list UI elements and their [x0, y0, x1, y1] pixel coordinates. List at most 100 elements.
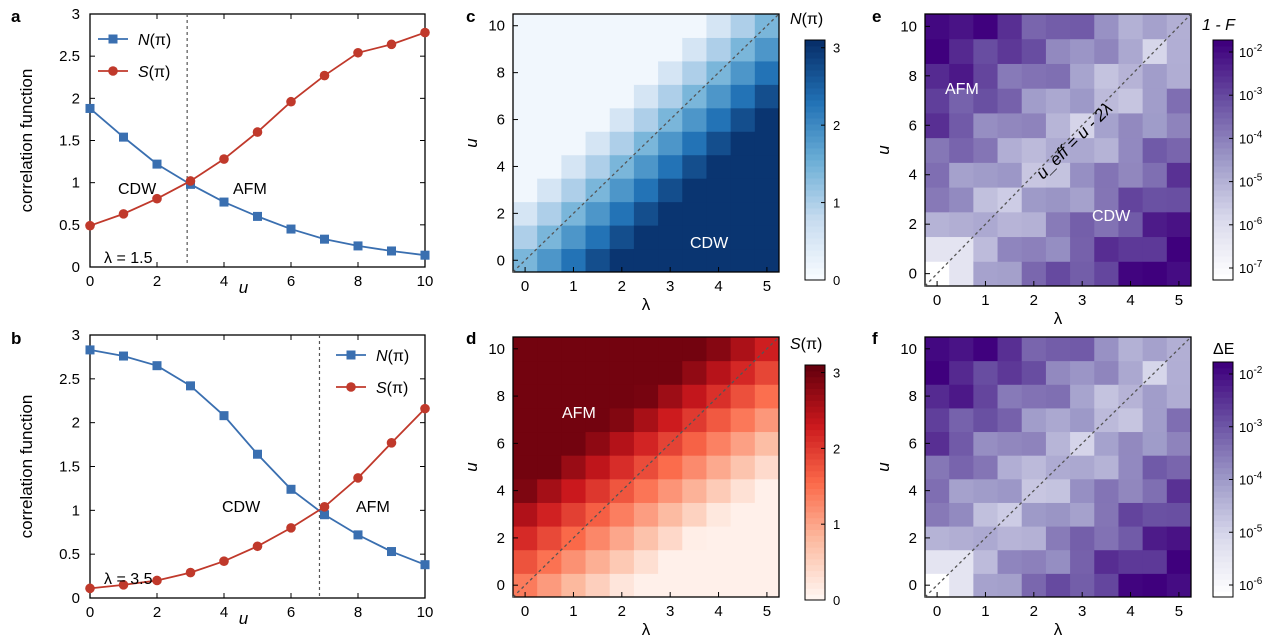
heatmap-cell: [1142, 14, 1168, 40]
colorbar-segment: [805, 541, 825, 548]
heatmap-cell: [1070, 162, 1095, 188]
legend-label: S(π): [376, 380, 408, 397]
heatmap-cell: [754, 37, 780, 62]
heatmap-cell: [633, 225, 659, 250]
colorbar-segment: [1213, 514, 1233, 522]
heatmap-cell: [658, 502, 683, 527]
heatmap-cell: [513, 455, 538, 480]
heatmap-cell: [1094, 112, 1119, 139]
heatmap-cell: [1166, 162, 1192, 188]
heatmap-cell: [537, 502, 562, 527]
heatmap-cell: [633, 573, 659, 598]
heatmap-cell: [730, 178, 756, 203]
x-tick-label: 0: [86, 273, 94, 290]
colorbar-segment: [805, 564, 825, 572]
heatmap-cell: [609, 360, 635, 385]
heatmap-cell: [633, 478, 659, 503]
heatmap-cell: [1166, 549, 1192, 574]
heatmap-cell: [1142, 162, 1168, 188]
x-tick-label: 4: [220, 273, 228, 290]
heatmap-cell: [706, 201, 732, 226]
heatmap-cell: [949, 187, 974, 213]
x-tick-label: 10: [417, 604, 434, 621]
colorbar-segment: [1213, 166, 1233, 173]
heatmap-cell: [561, 178, 587, 203]
heatmap-cell: [1118, 236, 1144, 262]
colorbar-segment: [1213, 70, 1233, 77]
heatmap-cell: [1118, 88, 1144, 114]
phase-label-afm: AFM: [233, 181, 267, 198]
heatmap-cell: [561, 478, 587, 503]
heatmap-cell: [706, 107, 732, 132]
y-axis-label: u: [874, 145, 893, 155]
heatmap-cell: [949, 478, 974, 503]
data-point: [152, 159, 162, 169]
x-tick-label: 0: [933, 603, 941, 620]
heatmap-cell: [1045, 137, 1071, 163]
heatmap-d: 0 1 2 3 4 5 0 2 4 6 8 10 λ u 0 1 2 3 S(π) AFM: [462, 336, 840, 639]
heatmap-cell: [1070, 549, 1095, 574]
heatmap-cell: [706, 37, 732, 62]
colorbar-segment: [805, 262, 825, 269]
heatmap-cell: [658, 526, 683, 551]
x-tick-label: 4: [714, 603, 722, 620]
x-tick-label: 1: [981, 292, 989, 309]
heatmap-cell: [754, 14, 780, 38]
data-point: [420, 403, 430, 414]
heatmap-cell: [1166, 478, 1192, 503]
heatmap-cell: [682, 14, 707, 38]
heatmap-cell: [1021, 88, 1047, 114]
heatmap-cell: [537, 14, 562, 38]
heatmap-cell: [1045, 573, 1071, 598]
colorbar-segment: [1213, 142, 1233, 149]
x-axis-label: λ: [1054, 620, 1063, 637]
colorbar-segment: [805, 529, 825, 536]
data-point: [253, 449, 262, 459]
y-tick-label: 4: [497, 483, 505, 500]
y-tick-label: 2: [497, 530, 505, 547]
heatmap-cell: [1118, 407, 1144, 433]
heatmap-cell: [537, 526, 562, 551]
colorbar-segment: [1213, 550, 1233, 557]
x-tick-label: 3: [1078, 292, 1086, 309]
heatmap-cell: [754, 60, 780, 85]
heatmap-cell: [561, 154, 587, 179]
y-tick-label: 2.5: [59, 48, 80, 65]
heatmap-cell: [658, 14, 683, 38]
heatmap-cell: [658, 84, 683, 109]
colorbar-segment: [1213, 503, 1233, 510]
heatmap-cell: [1166, 407, 1192, 433]
heatmap-cell: [513, 549, 538, 574]
colorbar-segment: [805, 394, 825, 401]
heatmap-cell: [1070, 236, 1095, 262]
heatmap-cell: [706, 455, 732, 480]
colorbar-segment: [805, 214, 825, 221]
phase-label-afm: AFM: [356, 499, 390, 516]
heatmap-cell: [1070, 137, 1095, 163]
heatmap-cell: [973, 112, 999, 139]
colorbar-segment: [805, 40, 825, 47]
heatmap-cell: [949, 63, 974, 89]
heatmap-cell: [585, 201, 611, 226]
colorbar-segment: [805, 238, 825, 245]
heatmap-cell: [537, 201, 562, 226]
heatmap-cell: [1118, 431, 1144, 456]
heatmap-cell: [1118, 112, 1144, 139]
colorbar-segment: [805, 64, 825, 71]
heatmap-cell: [1021, 502, 1047, 527]
colorbar-segment: [1213, 112, 1233, 119]
x-tick-label: 0: [521, 603, 529, 620]
heatmap-cell: [537, 407, 562, 433]
heatmap-cell: [1118, 360, 1144, 385]
heatmap-cell: [1118, 137, 1144, 163]
heatmap-cell: [1094, 549, 1119, 574]
heatmap-cell: [1118, 384, 1144, 409]
heatmap-cell: [609, 225, 635, 250]
heatmap-cell: [949, 407, 974, 433]
heatmap-cell: [1142, 337, 1168, 362]
data-point: [118, 209, 129, 219]
heatmap-cell: [1166, 455, 1192, 480]
heatmap-cell: [1045, 502, 1071, 527]
panel-label-c: c: [466, 7, 475, 26]
heatmap-cell: [706, 84, 732, 109]
